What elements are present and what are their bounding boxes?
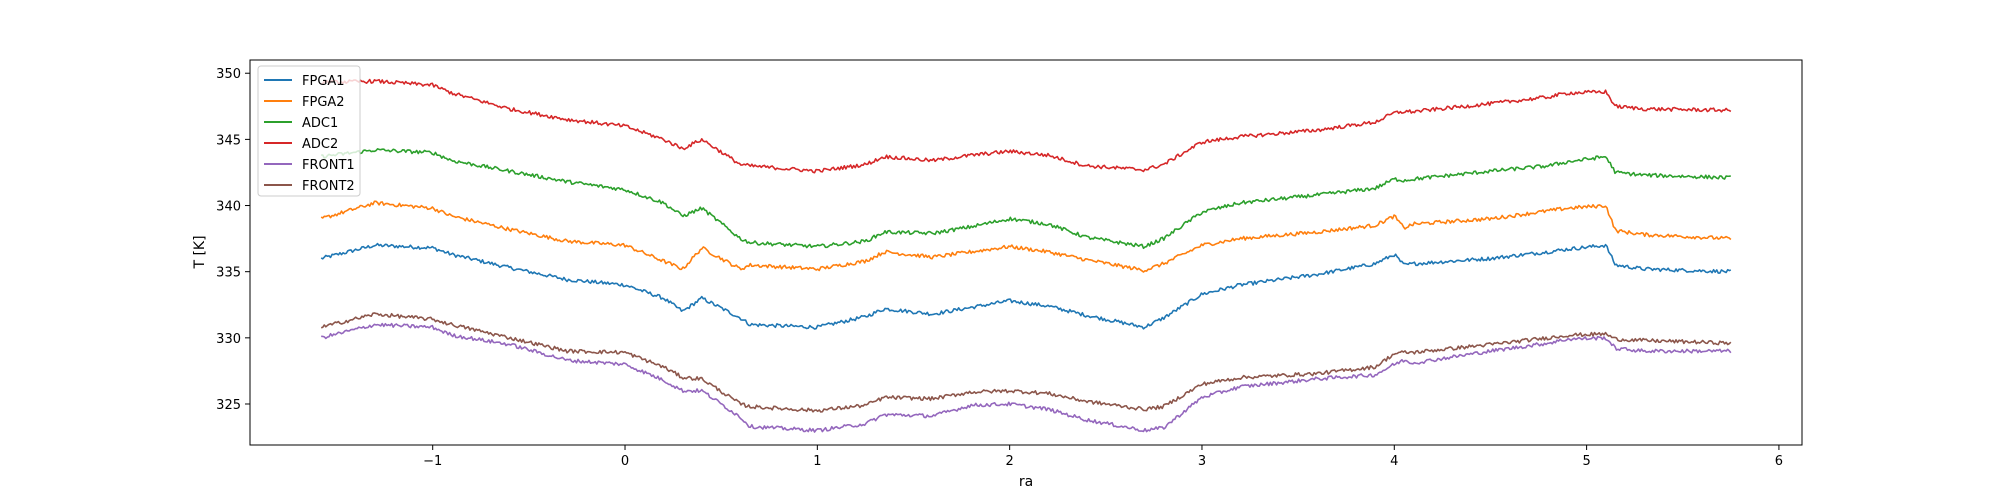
y-tick-label: 340 (216, 200, 241, 215)
x-tick-label: 1 (813, 454, 821, 469)
x-tick-label: 0 (621, 454, 629, 469)
series-line-adc1 (321, 148, 1731, 250)
x-tick-label: 2 (1006, 454, 1014, 469)
y-tick-label: 335 (216, 266, 241, 281)
y-tick-label: 330 (216, 332, 241, 347)
y-axis: 325 330 335 340 345 350 (216, 67, 250, 413)
x-tick-label: 3 (1198, 454, 1206, 469)
legend-label-front1: FRONT1 (302, 158, 355, 173)
x-axis-label: ra (1019, 474, 1033, 490)
y-tick-label: 325 (216, 398, 241, 413)
x-tick-label: −1 (423, 454, 442, 469)
series-line-front1 (321, 322, 1732, 433)
legend-label-front2: FRONT2 (302, 179, 355, 194)
series-line-front2 (320, 312, 1732, 413)
x-tick-label: 5 (1582, 454, 1590, 469)
y-tick-label: 350 (216, 67, 241, 82)
y-tick-label: 345 (216, 133, 241, 148)
legend: FPGA1 FPGA2 ADC1 ADC2 FRONT1 FRONT2 (257, 65, 361, 197)
x-tick-label: 6 (1775, 454, 1783, 469)
plot-background (250, 60, 1802, 445)
plot-frame (249, 59, 1803, 446)
legend-label-adc2: ADC2 (302, 137, 338, 152)
x-axis: −1 0 1 2 3 4 5 6 (423, 445, 1783, 469)
legend-label-fpga2: FPGA2 (302, 95, 345, 110)
series-layer (320, 78, 1732, 433)
y-axis-label: T [K] (192, 235, 208, 269)
series-line-adc2 (320, 78, 1732, 174)
legend-label-fpga1: FPGA1 (302, 74, 345, 89)
x-tick-label: 4 (1390, 454, 1398, 469)
legend-label-adc1: ADC1 (302, 116, 338, 131)
series-line-fpga1 (320, 242, 1732, 330)
series-line-fpga2 (320, 200, 1732, 273)
